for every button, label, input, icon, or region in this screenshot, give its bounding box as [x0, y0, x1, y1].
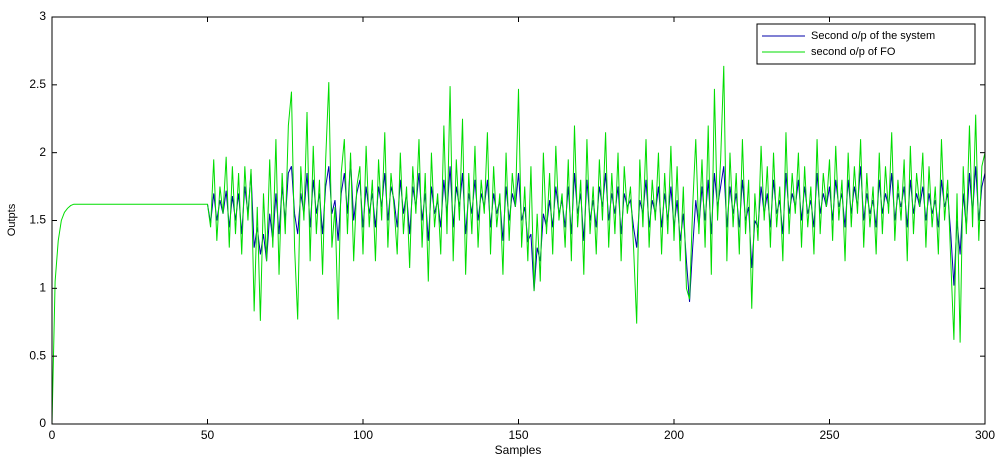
- x-tick-label: 50: [201, 428, 215, 442]
- legend-label: Second o/p of the system: [811, 30, 935, 42]
- x-tick-label: 250: [819, 428, 839, 442]
- x-tick-label: 300: [975, 428, 995, 442]
- legend-box: [756, 23, 976, 65]
- x-tick-label: 0: [49, 428, 56, 442]
- y-tick-label: 1: [39, 281, 46, 295]
- data-line: [207, 159, 986, 302]
- y-tick-label: 2: [39, 145, 46, 159]
- data-line: [51, 65, 986, 425]
- x-tick-label: 100: [353, 428, 373, 442]
- y-tick-label: 0.5: [29, 348, 46, 362]
- x-tick-label: 200: [664, 428, 684, 442]
- legend: Second o/p of the system second o/p of FO: [756, 23, 976, 65]
- y-tick-label: 0: [39, 416, 46, 430]
- y-tick-label: 1.5: [29, 213, 46, 227]
- x-tick-label: 150: [508, 428, 528, 442]
- legend-label: second o/p of FO: [811, 46, 896, 58]
- y-axis-label: Outpts: [6, 203, 18, 236]
- y-tick-label: 3: [39, 9, 46, 23]
- x-axis-label: Samples: [495, 443, 542, 457]
- y-tick-label: 2.5: [29, 77, 46, 91]
